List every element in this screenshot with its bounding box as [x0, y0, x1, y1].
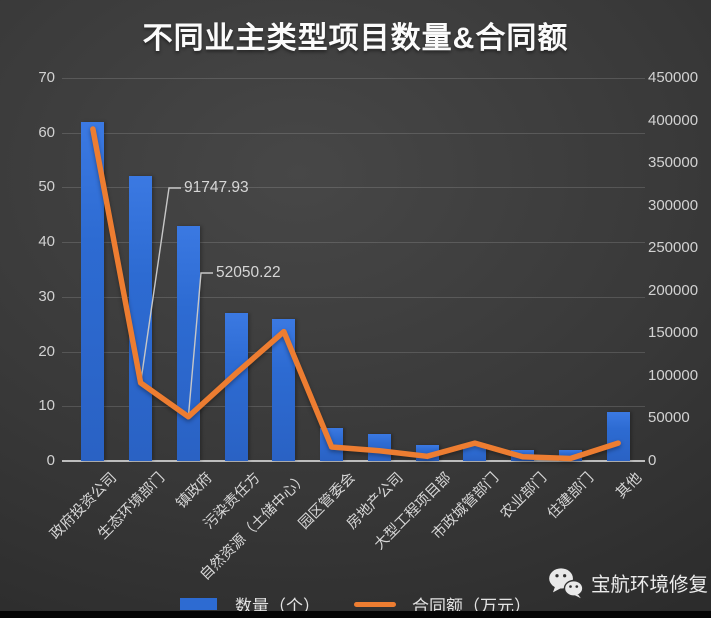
x-axis-label: 农业部门	[497, 469, 550, 523]
legend-bar-label: 数量（个）	[235, 596, 320, 616]
data-label: 52050.22	[216, 264, 281, 281]
wechat-icon	[548, 566, 584, 599]
y-axis-label-right: 0	[648, 452, 657, 469]
y-axis-label-right: 450000	[648, 69, 699, 86]
contract-amount-line	[90, 126, 621, 462]
bar	[415, 444, 439, 461]
x-axis-label: 住建部门	[545, 469, 598, 523]
y-axis-label-right: 250000	[648, 239, 699, 257]
bar	[176, 225, 200, 461]
y-axis-label-right: 300000	[648, 196, 699, 214]
y-axis-label-right: 50000	[648, 409, 690, 427]
bar	[224, 313, 248, 461]
y-axis-label-right: 400000	[648, 111, 699, 129]
grid-line	[62, 132, 645, 134]
bar	[558, 450, 582, 461]
y-axis-label-left: 0	[46, 452, 55, 469]
bar	[367, 433, 391, 461]
legend-line-swatch	[354, 601, 396, 607]
y-axis-label-right: 350000	[648, 154, 699, 172]
bar	[129, 176, 153, 461]
bar	[272, 318, 296, 461]
grid-line	[62, 78, 645, 79]
bar	[320, 428, 344, 461]
x-axis-label: 其他	[613, 469, 646, 502]
bottom-border	[0, 611, 711, 618]
bar	[463, 444, 487, 461]
brand-watermark: 宝航环境修复	[548, 566, 708, 599]
y-axis-label-left: 70	[38, 69, 55, 86]
y-axis-label-left: 10	[38, 397, 55, 415]
y-axis-label-left: 50	[38, 178, 55, 196]
y-axis-label-left: 40	[38, 233, 55, 251]
bar	[511, 450, 535, 461]
brand-name: 宝航环境修复	[591, 574, 709, 596]
y-axis-label-right: 100000	[648, 366, 699, 384]
bar	[81, 121, 105, 461]
legend-bar-swatch	[180, 598, 217, 610]
chart-title: 不同业主类型项目数量&合同额	[142, 22, 569, 55]
y-axis-label-left: 20	[38, 342, 55, 360]
y-axis-label-right: 150000	[648, 324, 699, 342]
legend-line-label: 合同额（万元）	[412, 596, 531, 616]
bar	[606, 411, 630, 461]
data-label: 91747.93	[184, 179, 249, 196]
y-axis-label-left: 30	[38, 287, 55, 305]
y-axis-label-right: 200000	[648, 281, 699, 299]
y-axis-label-left: 60	[38, 123, 55, 141]
chart-legend: 数量（个） 合同额（万元）	[0, 593, 711, 616]
